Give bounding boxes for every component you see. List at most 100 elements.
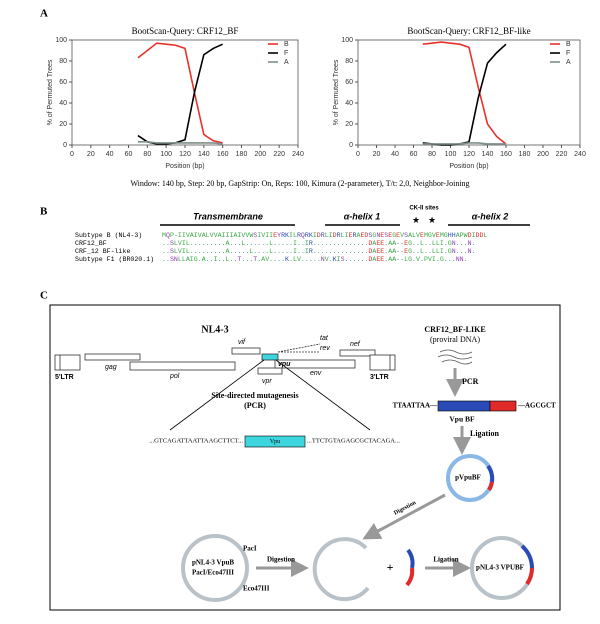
x-tick-label: 40 [106, 151, 114, 158]
x-tick-label: 140 [198, 151, 210, 158]
x-tick-label: 60 [410, 151, 418, 158]
gene-label: gag [105, 364, 117, 371]
row-name: Subtype F1 (BR020.1) [75, 256, 154, 263]
y-tick-label: 0 [349, 142, 353, 149]
x-axis-label: Position (bp) [165, 163, 204, 170]
sequence: ..SLVIL.........A...L......L.....I..IR..… [162, 240, 476, 247]
x-axis-label: Position (bp) [449, 163, 488, 170]
plot-frame [357, 39, 581, 146]
source-note: (proviral DNA) [430, 335, 480, 344]
step-label: Digestion [267, 556, 295, 564]
step-label: Ligation [433, 556, 458, 564]
gene-label: 3'LTR [370, 374, 389, 381]
source-label: CRF12_BF-LIKE [424, 325, 485, 334]
x-tick-label: 0 [356, 151, 360, 158]
y-tick-label: 100 [341, 37, 353, 44]
region-label: α-helix 2 [472, 211, 509, 221]
y-tick-label: 80 [59, 58, 67, 65]
series-line [422, 142, 506, 145]
panel-label: A [40, 8, 48, 20]
sequence: TTAATTAA— [393, 402, 438, 410]
legend-label: B [566, 41, 571, 48]
gene-label: nef [350, 341, 361, 348]
series-line [137, 43, 223, 145]
caption: Window: 140 bp, Step: 20 bp, GapStrip: O… [130, 179, 469, 188]
x-tick-label: 100 [445, 151, 457, 158]
x-tick-label: 80 [143, 151, 151, 158]
x-tick-label: 200 [537, 151, 549, 158]
x-tick-label: 220 [556, 151, 568, 158]
legend-label: A [284, 59, 289, 66]
frame [49, 304, 561, 611]
gene-label: vpu [278, 361, 291, 368]
sequence: ...TTCTGTAGAGCGCTACAGA... [307, 437, 400, 444]
gene-label: env [310, 370, 322, 377]
plot-frame [71, 39, 299, 146]
region-label: α-helix 1 [344, 211, 381, 221]
y-tick-label: 40 [345, 100, 353, 107]
sequence: ..SLVIL.........A.....L....L.....I..IR..… [162, 248, 476, 255]
region-label: Transmembrane [193, 211, 263, 221]
row-name: CRF12_BF [75, 240, 107, 247]
insert-name: Vpu BF [449, 415, 475, 424]
x-tick-label: 100 [160, 151, 172, 158]
plasmid-label: pNL4-3 VpuB [192, 559, 234, 567]
diagram: NL4-3 5'LTR gag pol vif vpr vpu tat rev … [49, 304, 561, 611]
method-label: Site-directed mutagenesis [211, 391, 298, 400]
region-label: CK-II sites [409, 206, 439, 212]
x-tick-label: 180 [519, 151, 531, 158]
gene-label: vif [238, 339, 246, 346]
x-tick-label: 0 [70, 151, 74, 158]
plasmid-label: pNL4-3 VPUBF [476, 564, 524, 572]
panel-label: C [40, 290, 48, 302]
panel-label: B [40, 206, 48, 218]
plus: + [387, 560, 394, 574]
series-line [137, 141, 223, 145]
row-name: CRF_12 BF-like [75, 248, 130, 255]
x-tick-label: 160 [500, 151, 512, 158]
gene-label: 5'LTR [55, 374, 74, 381]
series-line [137, 42, 223, 144]
x-tick-label: 200 [254, 151, 266, 158]
chart: BootScan-Query: CRF12_BF-like Position (b… [333, 26, 586, 170]
plasmid-label: PacI/Eco47III [192, 569, 234, 577]
y-tick-label: 0 [63, 142, 67, 149]
legend-label: B [284, 41, 289, 48]
y-tick-label: 80 [345, 58, 353, 65]
chart: BootScan-Query: CRF12_BF Position (bp) % o… [47, 26, 304, 170]
x-tick-label: 120 [179, 151, 191, 158]
x-tick-label: 60 [125, 151, 133, 158]
step-label: Digestion [393, 500, 418, 517]
y-axis-label: % of Permuted Trees [47, 59, 54, 125]
x-tick-label: 80 [428, 151, 436, 158]
step-label: PCR [462, 377, 479, 386]
x-tick-label: 40 [391, 151, 399, 158]
x-tick-label: 240 [574, 151, 586, 158]
step-label: Ligation [470, 429, 499, 438]
gene-label: tat [320, 335, 329, 342]
x-tick-label: 120 [463, 151, 475, 158]
legend-label: F [566, 50, 570, 57]
x-tick-label: 140 [482, 151, 494, 158]
sequence: MQP-IIVAIVALVVAIIIAIVVWSIVIIEYRKILRQRKID… [162, 232, 487, 239]
y-tick-label: 40 [59, 100, 67, 107]
row-name: Subtype B (NL4-3) [75, 232, 142, 239]
gene-label: rev [320, 345, 330, 352]
gene-box: Vpu [270, 439, 280, 445]
site-label: Eco47III [243, 585, 270, 593]
method-label: (PCR) [244, 401, 266, 410]
chart-title: BootScan-Query: CRF12_BF-like [407, 26, 530, 36]
x-tick-label: 20 [87, 151, 95, 158]
sequence: ..SNLLAIG.A..I..L..T...T.AV....K.LV.....… [162, 256, 468, 263]
sequence: —AGCGCT [517, 402, 556, 410]
alignment: Transmembrane α-helix 1 CK-II sites ★ ★ … [75, 206, 530, 263]
legend-label: A [566, 59, 571, 66]
star: ★ [428, 215, 436, 225]
plasmid-label: pVpuBF [455, 474, 481, 482]
x-tick-label: 160 [217, 151, 229, 158]
series-line [422, 43, 507, 146]
charts: BootScan-Query: CRF12_BF Position (bp) % o… [47, 26, 586, 170]
gene-label: pol [169, 373, 180, 380]
x-tick-label: 180 [236, 151, 248, 158]
